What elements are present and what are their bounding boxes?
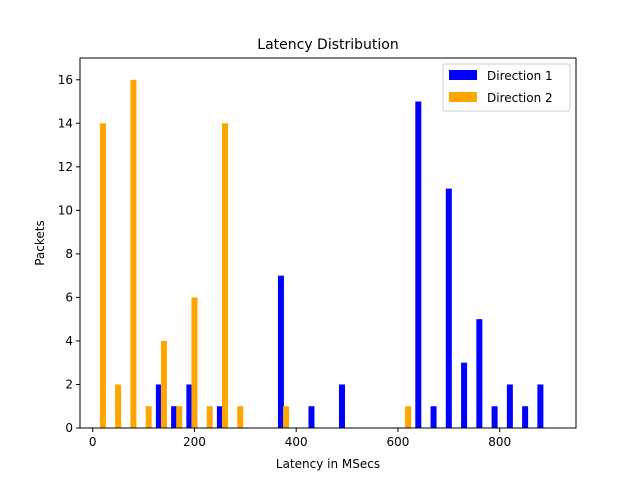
y-tick-label: 8 (65, 247, 73, 261)
bar-direction-2-5 (176, 406, 183, 428)
y-tick-label: 12 (58, 160, 73, 174)
legend-label-direction-2: Direction 2 (487, 91, 553, 105)
bars-group (99, 79, 544, 428)
bar-direction-1-14 (522, 406, 529, 428)
bar-direction-2-7 (206, 406, 213, 428)
y-axis-label: Packets (33, 220, 47, 266)
y-tick-label: 10 (58, 203, 73, 217)
bar-direction-1-2 (186, 384, 193, 428)
x-axis-label: Latency in MSecs (276, 457, 380, 471)
bar-direction-2-4 (160, 340, 167, 428)
bar-direction-2-1 (115, 384, 122, 428)
y-axis-ticks: 0 2 4 6 8 10 12 14 16 (58, 73, 80, 435)
x-tick-label: 200 (183, 435, 206, 449)
bar-direction-2-10 (283, 406, 290, 428)
bar-direction-1-4 (277, 275, 284, 428)
y-tick-label: 6 (65, 290, 73, 304)
legend: Direction 1 Direction 2 (442, 63, 571, 112)
bar-direction-1-0 (155, 384, 162, 428)
legend-label-direction-1: Direction 1 (487, 69, 553, 83)
x-tick-label: 400 (285, 435, 308, 449)
legend-swatch-direction-2 (449, 92, 477, 102)
bar-direction-1-7 (415, 101, 422, 428)
y-tick-label: 2 (65, 377, 73, 391)
bar-direction-1-9 (445, 188, 452, 428)
x-tick-label: 0 (89, 435, 97, 449)
bar-direction-1-8 (430, 406, 437, 428)
y-tick-label: 16 (58, 73, 73, 87)
y-tick-label: 0 (65, 421, 73, 435)
bar-direction-2-6 (191, 297, 198, 428)
x-tick-label: 600 (386, 435, 409, 449)
x-axis-ticks: 0 200 400 600 800 (89, 428, 511, 449)
bar-direction-2-3 (145, 406, 152, 428)
bar-direction-1-6 (338, 384, 345, 428)
legend-swatch-direction-1 (449, 70, 477, 80)
bar-direction-2-2 (130, 79, 137, 428)
bar-direction-1-1 (171, 406, 178, 428)
bar-direction-1-11 (476, 319, 483, 428)
y-tick-label: 14 (58, 116, 73, 130)
bar-direction-2-9 (237, 406, 244, 428)
y-tick-label: 4 (65, 334, 73, 348)
chart-title: Latency Distribution (257, 37, 398, 53)
bar-direction-1-12 (491, 406, 498, 428)
bar-direction-2-11 (405, 406, 412, 428)
plot-frame (79, 57, 577, 429)
bar-direction-2-8 (221, 123, 228, 428)
x-tick-label: 800 (488, 435, 511, 449)
bar-direction-1-15 (537, 384, 544, 428)
bar-direction-1-3 (216, 406, 223, 428)
bar-direction-1-10 (461, 362, 468, 428)
bar-direction-2-0 (99, 123, 106, 428)
bar-direction-1-5 (308, 406, 315, 428)
bar-direction-1-13 (506, 384, 513, 428)
